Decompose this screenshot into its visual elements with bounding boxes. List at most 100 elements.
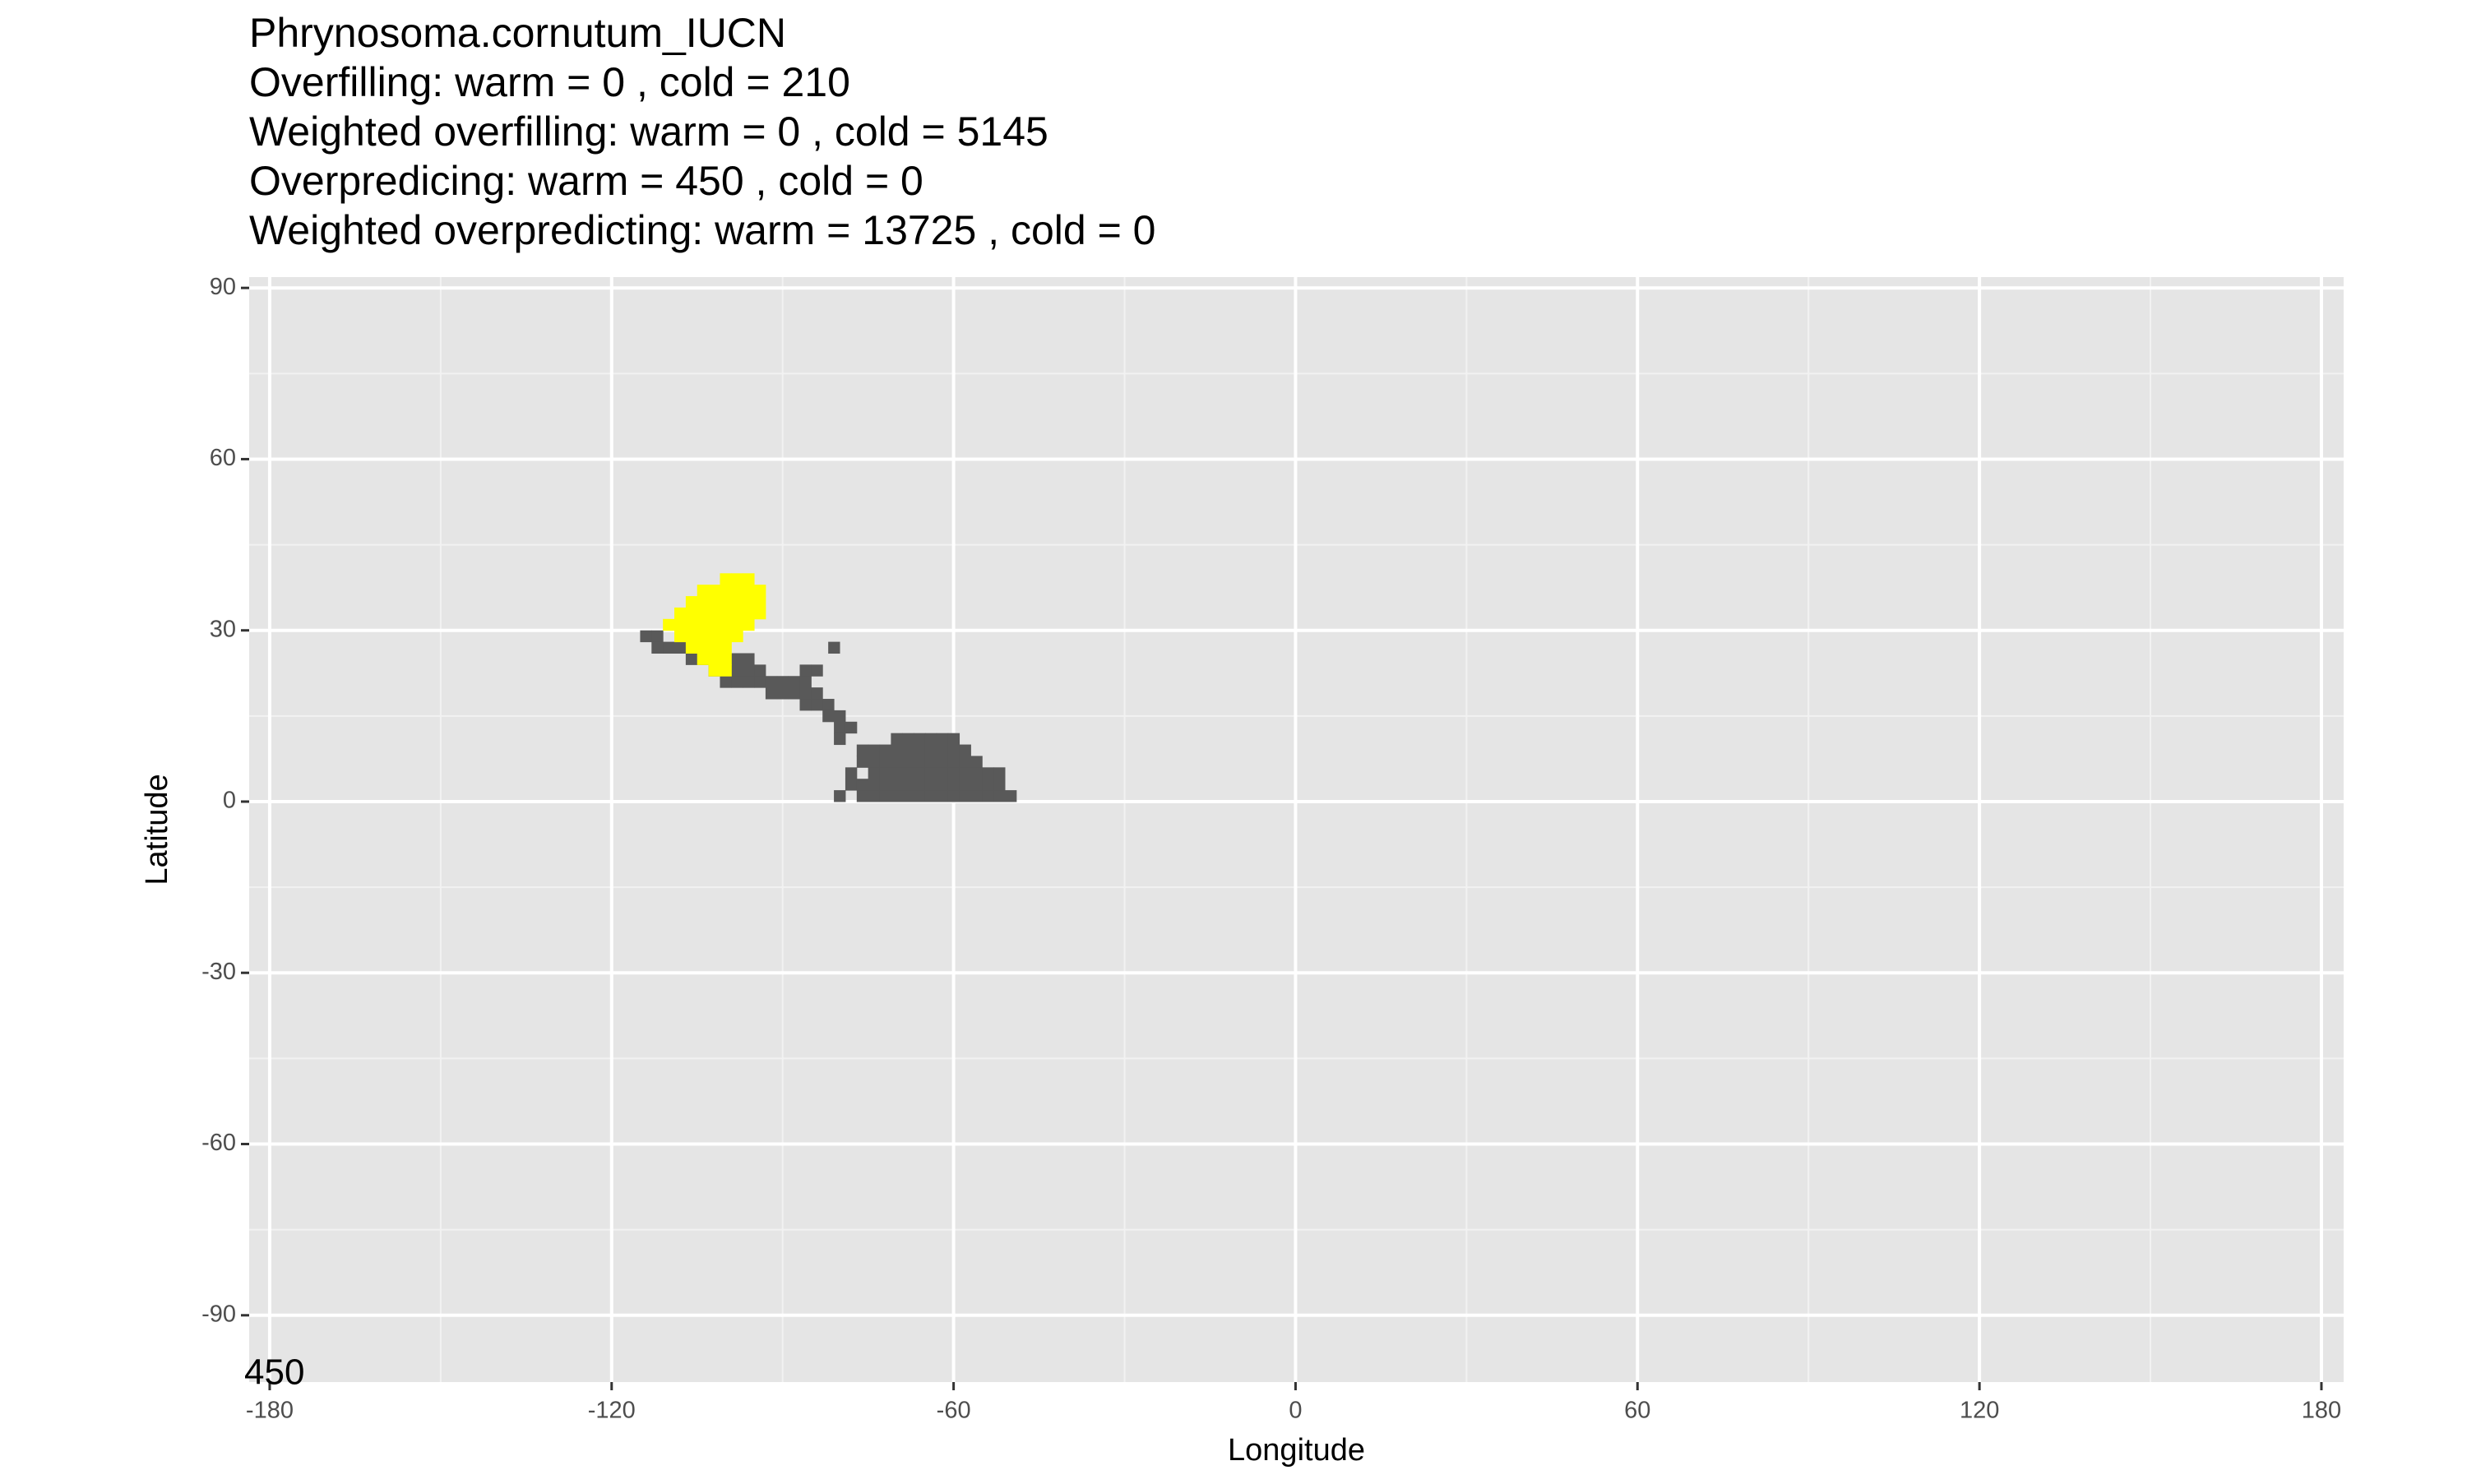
tile: [663, 641, 675, 654]
tile: [879, 779, 891, 791]
chart-title: Weighted overfilling: warm = 0 , cold = …: [249, 109, 1048, 155]
tile: [708, 585, 720, 597]
tile: [743, 607, 755, 620]
tile: [947, 733, 960, 746]
tile: [685, 641, 698, 654]
tile: [970, 790, 983, 802]
tile: [776, 687, 789, 700]
tile: [902, 756, 914, 768]
tile: [674, 630, 687, 643]
tile: [731, 585, 743, 597]
tile: [970, 767, 983, 779]
tile: [914, 779, 926, 791]
tile: [834, 790, 846, 802]
tile: [970, 756, 983, 768]
tile: [743, 585, 755, 597]
tile: [924, 779, 937, 791]
tile: [891, 756, 903, 768]
tile: [743, 653, 755, 665]
tile: [708, 607, 720, 620]
tile: [936, 790, 949, 802]
tile: [685, 596, 698, 608]
tile: [697, 596, 710, 608]
tile: [879, 744, 891, 756]
tile: [708, 618, 720, 631]
tile: [879, 756, 891, 768]
y-tick-label: -90: [201, 1301, 236, 1327]
tile: [947, 744, 960, 756]
tile: [743, 664, 755, 677]
tile: [788, 687, 800, 700]
tile: [697, 641, 710, 654]
x-axis-title: Longitude: [1228, 1433, 1365, 1468]
tile: [799, 676, 812, 688]
tile: [754, 676, 766, 688]
tile: [822, 699, 835, 711]
y-tick-label: 60: [210, 445, 236, 471]
tile: [720, 630, 732, 643]
tile: [697, 630, 710, 643]
tile: [720, 676, 732, 688]
tile: [754, 664, 766, 677]
tile: [731, 607, 743, 620]
tile: [697, 653, 710, 665]
tile: [708, 653, 720, 665]
x-tick-label: 180: [2302, 1398, 2341, 1424]
tile: [936, 756, 949, 768]
tile: [936, 767, 949, 779]
tile: [914, 790, 926, 802]
tile: [834, 721, 846, 734]
x-tick-label: 120: [1960, 1398, 1999, 1424]
tile: [708, 664, 720, 677]
tile: [993, 767, 1006, 779]
tile: [743, 676, 755, 688]
x-tick-label: 0: [1289, 1398, 1302, 1424]
tile: [845, 767, 858, 779]
tile: [879, 767, 891, 779]
x-tick-label: -120: [588, 1398, 636, 1424]
tile: [788, 676, 800, 688]
tile: [799, 687, 812, 700]
tile: [891, 733, 903, 746]
tile: [731, 596, 743, 608]
tile: [856, 779, 869, 791]
tile: [947, 779, 960, 791]
tile: [674, 607, 687, 620]
tile: [685, 618, 698, 631]
tile: [947, 756, 960, 768]
tile: [720, 641, 732, 654]
annotation: 450: [244, 1352, 304, 1393]
tile: [959, 779, 971, 791]
tile: [856, 790, 869, 802]
tile: [720, 653, 732, 665]
tile: [720, 573, 732, 585]
tile: [640, 630, 652, 643]
y-tick-label: -60: [201, 1130, 236, 1156]
tile: [993, 790, 1006, 802]
tile: [902, 779, 914, 791]
tile: [924, 790, 937, 802]
tile: [651, 630, 664, 643]
tile: [891, 779, 903, 791]
tile: [993, 779, 1006, 791]
tile: [834, 710, 846, 723]
y-axis-title: Latitude: [140, 774, 174, 885]
tile: [765, 687, 778, 700]
y-tick-label: 90: [210, 274, 236, 300]
tile: [697, 585, 710, 597]
x-tick-label: -60: [937, 1398, 971, 1424]
tile: [828, 641, 840, 654]
tile: [651, 641, 664, 654]
tile: [720, 607, 732, 620]
tile: [754, 607, 766, 620]
tile: [936, 733, 949, 746]
tile: [902, 733, 914, 746]
tile: [731, 630, 743, 643]
tile: [845, 779, 858, 791]
tile: [891, 744, 903, 756]
tile: [902, 767, 914, 779]
tile: [799, 699, 812, 711]
tile: [902, 744, 914, 756]
tile: [799, 664, 812, 677]
